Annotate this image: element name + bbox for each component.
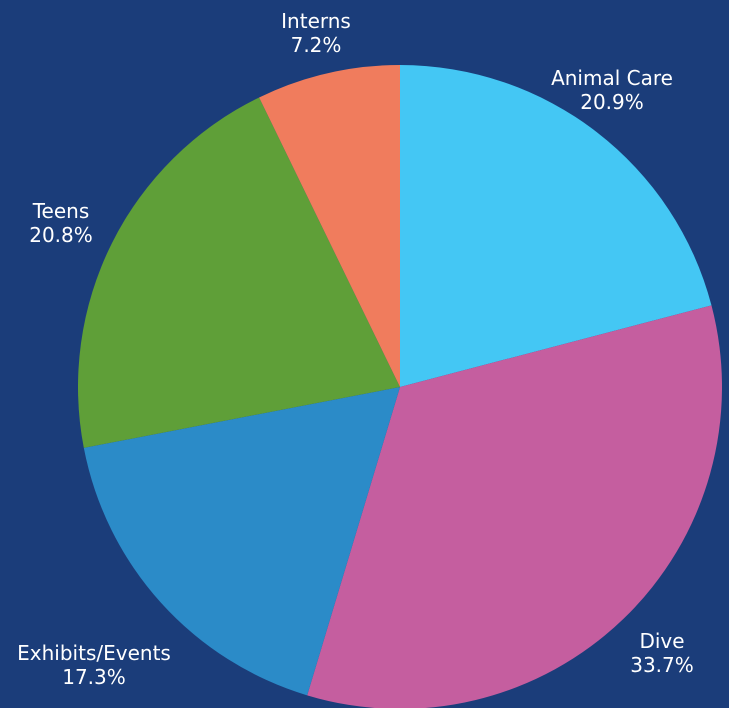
- slice-value-dive: 33.7%: [630, 653, 694, 677]
- slice-label-teens: Teens: [32, 199, 90, 223]
- slice-value-animal-care: 20.9%: [580, 90, 644, 114]
- slice-label-interns: Interns: [281, 9, 351, 33]
- pie-slices: [78, 65, 722, 708]
- slice-label-animal-care: Animal Care: [551, 66, 673, 90]
- pie-slice-teens: [78, 97, 400, 448]
- slice-label-exhibits-events: Exhibits/Events: [17, 641, 171, 665]
- slice-value-teens: 20.8%: [29, 223, 93, 247]
- slice-label-dive: Dive: [639, 629, 684, 653]
- pie-slice-exhibits-events: [83, 387, 400, 696]
- pie-slice-dive: [307, 305, 722, 708]
- pie-slice-animal-care: [400, 65, 712, 387]
- pie-slice-interns: [259, 65, 400, 387]
- slice-value-interns: 7.2%: [291, 33, 342, 57]
- slice-value-exhibits-events: 17.3%: [62, 665, 126, 689]
